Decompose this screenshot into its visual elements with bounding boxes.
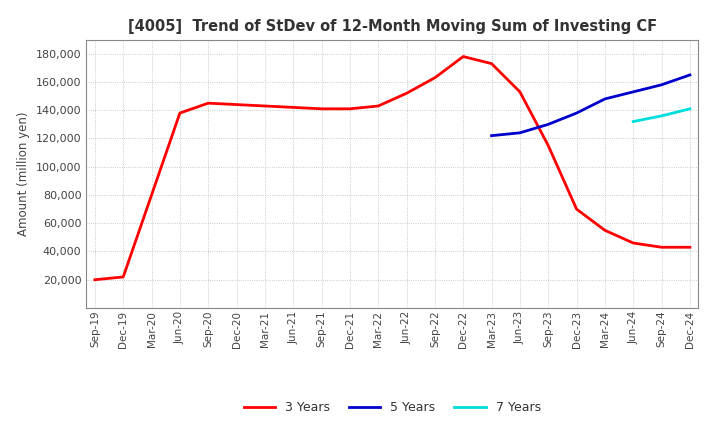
3 Years xyxy=(374,103,382,109)
3 Years xyxy=(176,110,184,116)
3 Years xyxy=(685,245,694,250)
3 Years xyxy=(431,75,439,81)
5 Years xyxy=(572,110,581,116)
3 Years xyxy=(261,103,269,109)
3 Years xyxy=(544,143,552,148)
3 Years xyxy=(629,240,637,246)
3 Years xyxy=(119,274,127,279)
7 Years xyxy=(629,119,637,124)
3 Years xyxy=(516,89,524,95)
Title: [4005]  Trend of StDev of 12-Month Moving Sum of Investing CF: [4005] Trend of StDev of 12-Month Moving… xyxy=(128,19,657,34)
7 Years xyxy=(657,113,666,118)
Legend: 3 Years, 5 Years, 7 Years: 3 Years, 5 Years, 7 Years xyxy=(244,401,541,414)
3 Years xyxy=(600,227,609,233)
3 Years xyxy=(148,192,156,198)
3 Years xyxy=(289,105,297,110)
Y-axis label: Amount (million yen): Amount (million yen) xyxy=(17,112,30,236)
Line: 3 Years: 3 Years xyxy=(95,57,690,280)
5 Years xyxy=(544,122,552,127)
Line: 5 Years: 5 Years xyxy=(492,75,690,136)
5 Years xyxy=(685,72,694,77)
3 Years xyxy=(657,245,666,250)
Line: 7 Years: 7 Years xyxy=(633,109,690,121)
3 Years xyxy=(487,61,496,66)
3 Years xyxy=(91,277,99,282)
5 Years xyxy=(657,82,666,88)
3 Years xyxy=(204,100,212,106)
5 Years xyxy=(600,96,609,102)
3 Years xyxy=(233,102,241,107)
3 Years xyxy=(402,91,411,96)
3 Years xyxy=(318,106,326,111)
5 Years xyxy=(487,133,496,138)
3 Years xyxy=(459,54,467,59)
3 Years xyxy=(572,206,581,212)
7 Years xyxy=(685,106,694,111)
5 Years xyxy=(629,89,637,95)
5 Years xyxy=(516,130,524,136)
3 Years xyxy=(346,106,354,111)
